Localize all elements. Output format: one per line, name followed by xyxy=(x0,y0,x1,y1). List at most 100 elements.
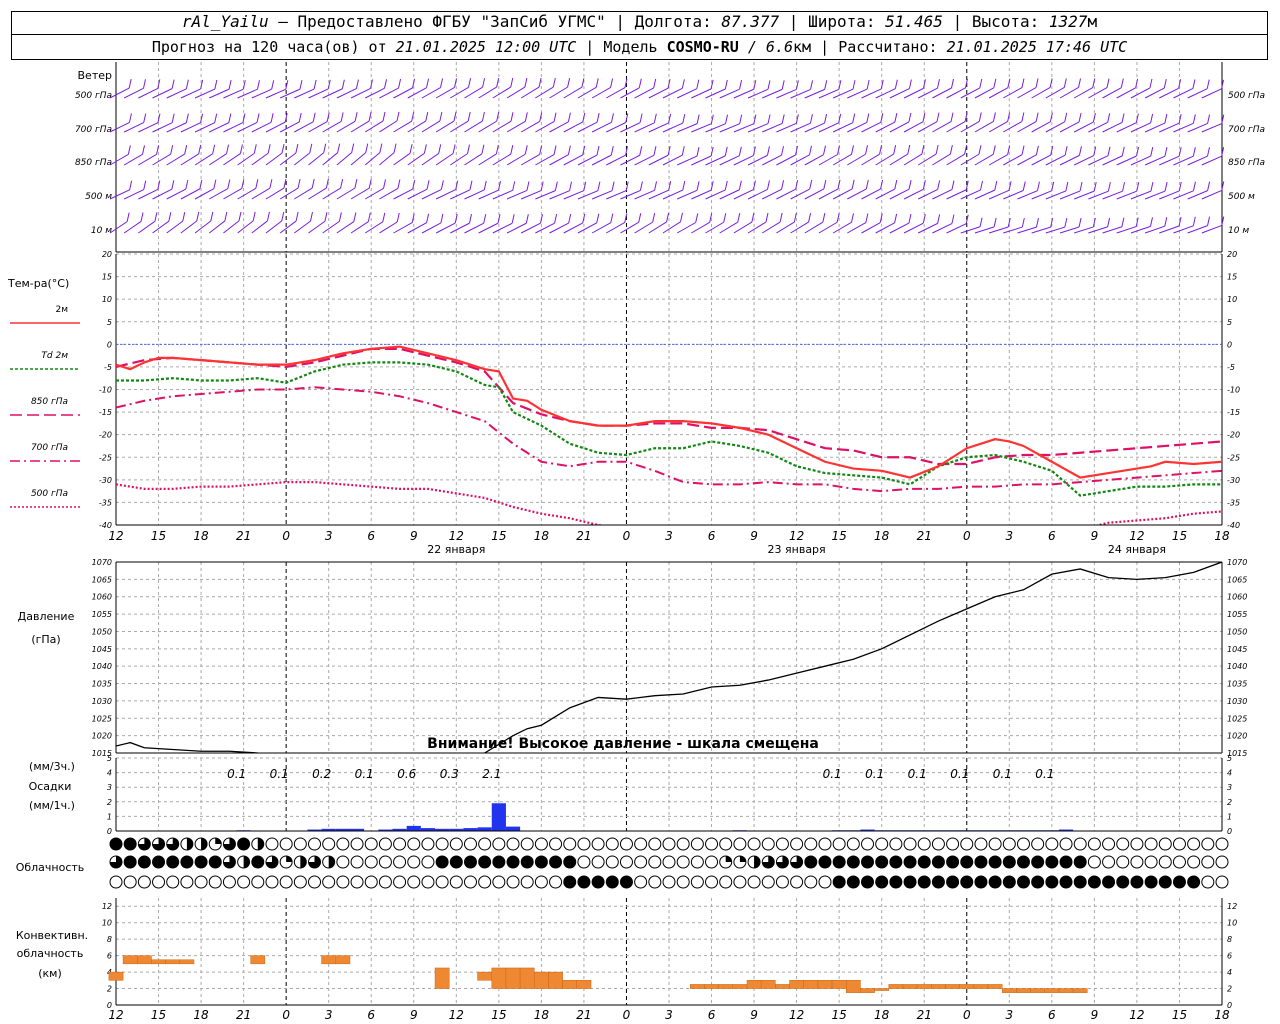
wind-barb-flag xyxy=(1078,78,1082,88)
wind-barb xyxy=(832,221,852,234)
wind-barb xyxy=(1173,155,1194,166)
wind-barb xyxy=(1102,190,1123,200)
cloud-fill xyxy=(215,838,222,844)
wind-barb-flag xyxy=(426,78,430,88)
xtick-label-top: 9 xyxy=(410,529,418,543)
wind-barb-flag xyxy=(710,114,714,124)
wind-barb xyxy=(350,152,367,166)
press-ytick-left: 1040 xyxy=(92,662,112,671)
wind-barb xyxy=(223,220,240,234)
wind-barb-flag xyxy=(398,78,402,89)
wind-barb-flag xyxy=(411,112,415,122)
cloud-cell xyxy=(563,837,577,851)
wind-barb-flag xyxy=(1136,182,1140,192)
cloud-cell xyxy=(407,875,421,889)
conv-bar xyxy=(931,984,946,989)
wind-barb xyxy=(1003,121,1023,133)
wind-barb xyxy=(109,221,128,234)
wind-barb xyxy=(1130,225,1151,234)
cloud-cell xyxy=(506,875,520,889)
precip-3h-label: 0.1 xyxy=(270,767,289,781)
wind-barb xyxy=(152,88,173,99)
wind-barb xyxy=(450,86,469,99)
cloud-cell xyxy=(1187,875,1201,889)
wind-barb-flag xyxy=(143,79,146,89)
xtick-label-bottom: 6 xyxy=(708,1008,716,1022)
wind-barb-flag xyxy=(481,144,485,154)
wind-barb-flag xyxy=(324,212,328,222)
wind-barb xyxy=(705,155,726,166)
wind-barb-flag xyxy=(810,80,814,90)
wind-barb-flag xyxy=(393,143,397,153)
xtick-label-bottom: 6 xyxy=(367,1008,375,1022)
conv-bar xyxy=(179,959,195,965)
wind-barb xyxy=(1159,87,1179,99)
xtick-label-bottom: 3 xyxy=(665,1008,673,1022)
alt-unit: м xyxy=(1087,12,1098,31)
wind-barb-flag xyxy=(979,217,983,227)
wind-barb xyxy=(606,122,626,133)
wind-barb xyxy=(308,187,327,200)
wind-barb xyxy=(804,122,825,133)
wind-barb xyxy=(308,220,326,234)
wind-barb xyxy=(209,188,229,200)
wind-barb-flag xyxy=(1150,146,1154,157)
wind-barb xyxy=(1159,225,1180,234)
cloud-cell xyxy=(931,837,945,851)
cloud-cell xyxy=(534,855,548,869)
wind-barb xyxy=(974,189,995,200)
wind-barb xyxy=(435,189,456,200)
conv-bar xyxy=(122,955,138,965)
wind-barb xyxy=(464,86,483,99)
precip-3h-label: 0.1 xyxy=(227,767,246,781)
conv-bar xyxy=(250,955,266,965)
wind-barb xyxy=(1088,155,1109,166)
wind-barb-flag xyxy=(852,113,856,123)
wind-barb-flag xyxy=(597,181,601,191)
wind-barb-flag xyxy=(908,213,912,224)
wind-barb xyxy=(152,220,170,234)
cloud-cell xyxy=(123,875,137,889)
wind-barb-flag xyxy=(1007,78,1011,88)
wind-barb xyxy=(407,188,428,200)
wind-barb-flag xyxy=(552,77,556,88)
wind-barb xyxy=(450,222,470,234)
cloud-cell xyxy=(690,875,704,889)
wind-barb xyxy=(1045,87,1065,99)
wind-barb xyxy=(265,121,286,133)
wind-barb-flag xyxy=(738,146,742,156)
precip-bar xyxy=(505,826,521,831)
wind-barb xyxy=(336,187,356,200)
wind-barb-flag xyxy=(809,114,813,124)
cloud-cell xyxy=(1045,875,1059,889)
wind-barb xyxy=(322,152,338,166)
wind-barb xyxy=(563,121,584,133)
wind-barb-flag xyxy=(185,79,189,89)
temp-legend-label: 2м xyxy=(55,305,68,315)
wind-barb-flag xyxy=(154,212,158,222)
temp-ytick-right: -40 xyxy=(1227,521,1240,530)
wind-barb-flag xyxy=(295,211,299,222)
temp-ytick-left: -20 xyxy=(99,431,112,440)
wind-barb-flag xyxy=(354,179,358,189)
wind-barb-flag xyxy=(1007,217,1011,228)
wind-barb-flag xyxy=(382,111,386,122)
cloud-cell xyxy=(1215,855,1229,869)
wind-barb-flag xyxy=(510,77,514,88)
wind-barb-flag xyxy=(865,145,869,155)
wind-barb-flag xyxy=(256,113,260,123)
wind-barb xyxy=(606,190,627,200)
wind-barb xyxy=(762,88,783,99)
cloud-cell xyxy=(534,837,548,851)
wind-barb xyxy=(237,152,255,166)
wind-barb-flag xyxy=(1008,181,1012,191)
wind-barb-flag xyxy=(851,213,854,223)
wind-barb-flag xyxy=(325,178,329,189)
cloud-cell xyxy=(350,855,364,869)
wind-barb xyxy=(1088,87,1108,99)
wind-barb xyxy=(676,123,698,133)
precip-title: Осадки xyxy=(29,780,72,793)
header-dash: – xyxy=(268,12,298,31)
wind-barb xyxy=(691,123,712,133)
cloud-cell xyxy=(208,875,222,889)
